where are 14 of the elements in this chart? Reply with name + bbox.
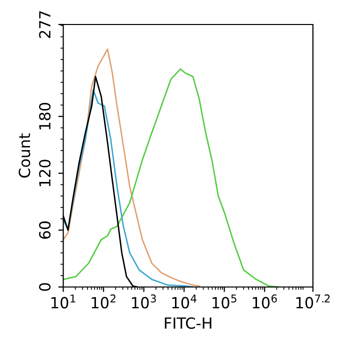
y-tick-label: 120 xyxy=(39,160,51,186)
x-tick-label: 10$^{2}$ xyxy=(92,294,116,308)
x-tick-label: 10$^{1}$ xyxy=(52,294,76,308)
y-tick-label: 277 xyxy=(39,11,50,38)
y-tick-label: 180 xyxy=(39,102,51,130)
x-tick-label: 10$^{4}$ xyxy=(172,294,196,308)
x-axis-title: FITC-H xyxy=(164,317,212,329)
x-tick-label: 10$^{3}$ xyxy=(132,294,156,308)
y-axis-title: Count xyxy=(18,133,30,178)
y-tick-label: 60 xyxy=(39,221,51,239)
x-tick-label: 10$^{6}$ xyxy=(252,294,277,308)
y-tick-label: 0 xyxy=(39,283,51,291)
x-tick-label: 10$^{7.2}$ xyxy=(296,294,330,308)
x-tick-label: 10$^{5}$ xyxy=(212,294,236,308)
